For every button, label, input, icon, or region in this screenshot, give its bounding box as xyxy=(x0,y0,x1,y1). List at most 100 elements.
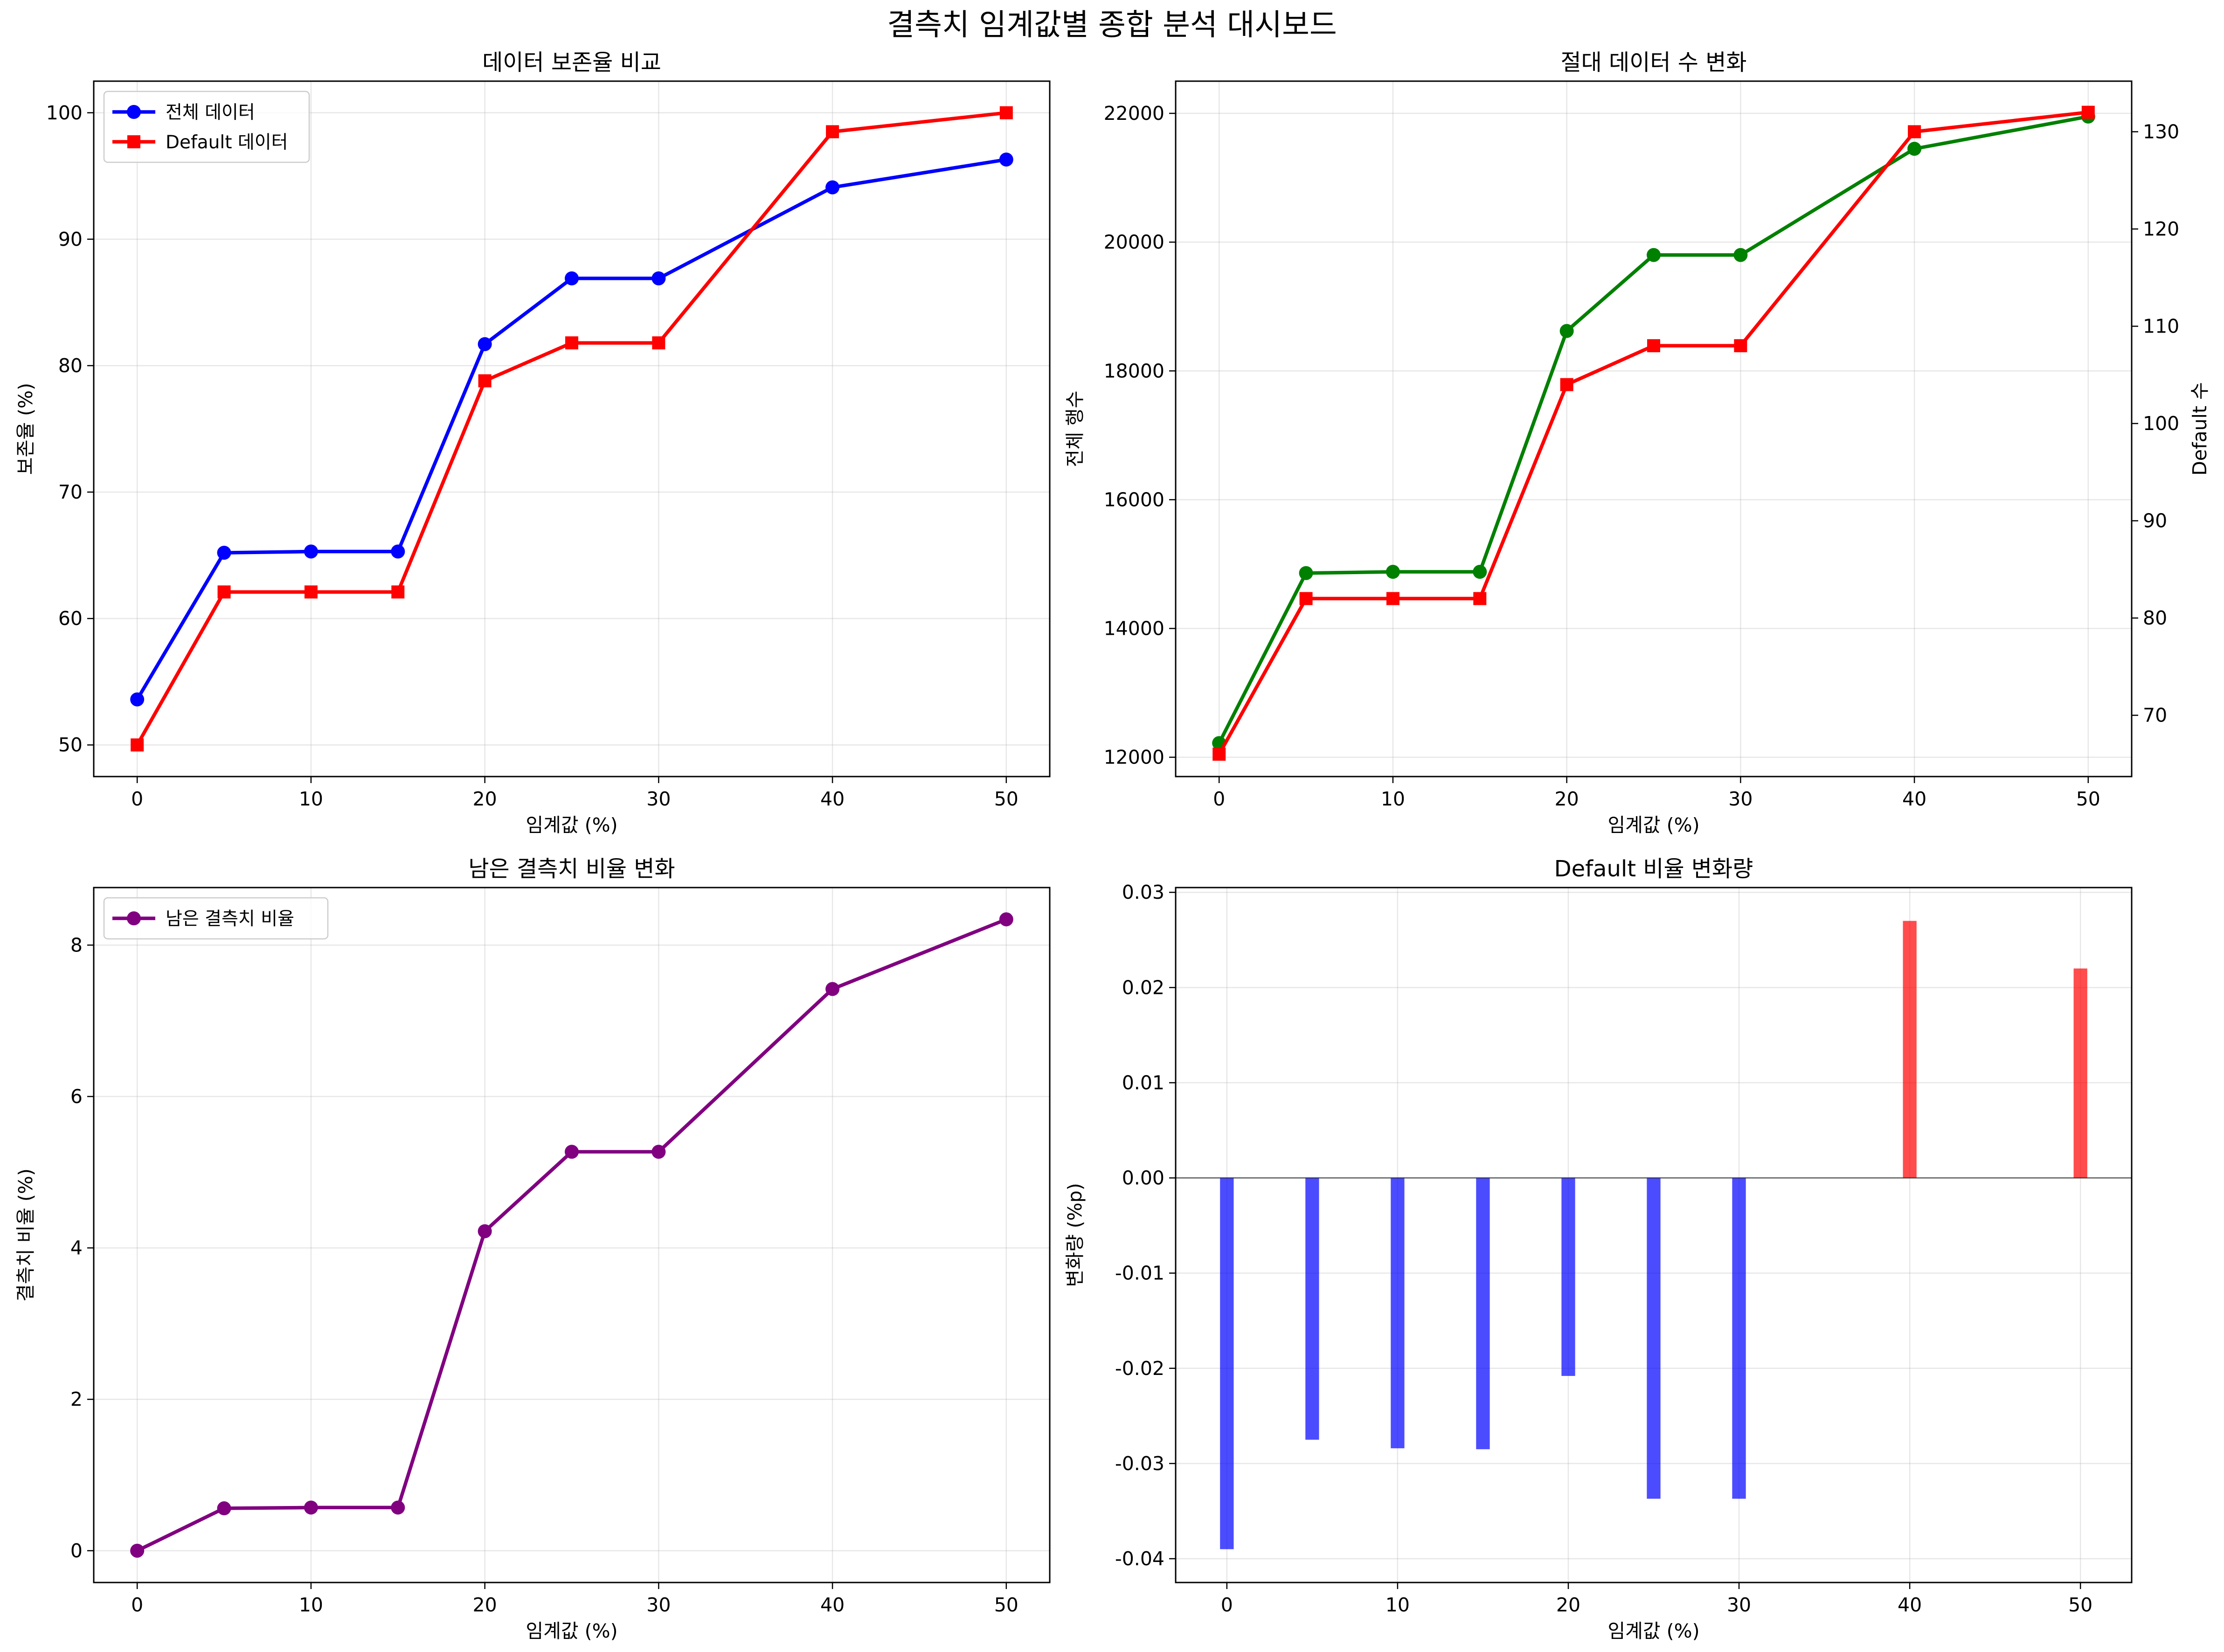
data-point xyxy=(391,1500,405,1515)
plot-area xyxy=(94,81,1050,777)
x-tick-label: 20 xyxy=(1556,1594,1580,1616)
x-tick-label: 30 xyxy=(646,1594,671,1616)
bar xyxy=(1476,1178,1490,1450)
data-point xyxy=(217,546,231,560)
y-tick-label: -0.02 xyxy=(1115,1357,1164,1380)
y-right-axis-label: Default 수 xyxy=(2189,382,2211,476)
data-point xyxy=(130,692,145,707)
y-axis-label: 결측치 비율 (%) xyxy=(14,1168,37,1302)
data-point xyxy=(1908,125,1921,139)
y-right-tick-label: 90 xyxy=(2143,510,2167,532)
data-point xyxy=(999,106,1013,119)
legend-box xyxy=(103,897,329,940)
x-tick-label: 40 xyxy=(820,788,845,810)
x-tick-label: 50 xyxy=(2076,788,2100,810)
data-point xyxy=(999,912,1013,927)
x-tick-label: 10 xyxy=(1381,788,1405,810)
data-point xyxy=(999,153,1013,167)
x-axis-label: 임계값 (%) xyxy=(1607,1620,1699,1642)
data-point xyxy=(1386,564,1400,579)
figure-title: 결측치 임계값별 종합 분석 대시보드 xyxy=(887,8,1337,42)
y-right-tick-label: 80 xyxy=(2143,607,2167,629)
x-tick-label: 30 xyxy=(1727,1594,1751,1616)
legend-marker xyxy=(127,105,141,119)
plot-frame xyxy=(93,80,1051,777)
y-right-tick-label: 110 xyxy=(2143,315,2179,337)
default-change-chart: 0 10 20 30 40 50 -0.04 -0.03 -0.02 -0.01 0.00 0.01 0… xyxy=(1064,856,2133,1642)
y-tick-label: 20000 xyxy=(1104,231,1164,253)
data-point xyxy=(1647,339,1660,353)
x-tick-label: 40 xyxy=(1898,1594,1922,1616)
y-tick-label: 2 xyxy=(70,1388,83,1410)
data-point xyxy=(478,374,492,388)
data-point xyxy=(1559,324,1574,338)
y-tick-label: 8 xyxy=(70,934,83,956)
bar xyxy=(2073,968,2087,1178)
x-tick-label: 0 xyxy=(131,1594,143,1616)
data-point xyxy=(651,1145,666,1159)
bar xyxy=(1903,921,1917,1178)
data-point xyxy=(478,337,492,351)
bar xyxy=(1732,1178,1746,1499)
data-point xyxy=(1560,378,1573,391)
y-tick-label: 6 xyxy=(70,1085,83,1108)
y-tick-label: 100 xyxy=(46,102,83,124)
data-point xyxy=(1734,339,1747,353)
y-tick-label: 14000 xyxy=(1104,617,1164,639)
data-point xyxy=(217,585,231,599)
y-right-tick-label: 100 xyxy=(2143,412,2179,435)
y-tick-label: 16000 xyxy=(1104,488,1164,511)
x-axis-label: 임계값 (%) xyxy=(526,1620,617,1642)
legend-marker xyxy=(127,911,141,925)
y-right-tick-label: 70 xyxy=(2143,704,2167,727)
data-point xyxy=(1473,564,1487,579)
legend-label: 전체 데이터 xyxy=(166,102,255,123)
x-tick-label: 10 xyxy=(1386,1594,1410,1616)
y-tick-label: 18000 xyxy=(1104,360,1164,382)
x-tick-label: 50 xyxy=(994,788,1018,810)
x-tick-label: 20 xyxy=(473,788,497,810)
data-point xyxy=(1907,141,1922,156)
data-point xyxy=(825,180,840,194)
y-tick-label: 70 xyxy=(58,481,83,503)
y-tick-label: 0 xyxy=(70,1540,83,1562)
data-point xyxy=(825,982,840,996)
data-point xyxy=(304,585,318,599)
x-tick-label: 0 xyxy=(1213,788,1225,810)
x-tick-label: 30 xyxy=(646,788,671,810)
counts-chart: 0 10 20 30 40 50 12000 14000 16000 18000 20000 2200… xyxy=(1064,49,2211,836)
y-right-tick-label: 130 xyxy=(2143,120,2179,143)
data-point xyxy=(565,336,578,350)
x-tick-label: 20 xyxy=(1555,788,1579,810)
y-tick-label: 0.01 xyxy=(1122,1071,1164,1094)
y-axis-label: 보존율 (%) xyxy=(14,383,37,475)
x-tick-label: 40 xyxy=(820,1594,845,1616)
data-point xyxy=(652,336,665,350)
x-tick-label: 30 xyxy=(1728,788,1753,810)
legend-box xyxy=(103,90,310,163)
data-point xyxy=(217,1501,231,1515)
y-tick-label: 0.02 xyxy=(1122,976,1164,999)
data-point xyxy=(1473,592,1487,605)
bar xyxy=(1220,1178,1234,1549)
plot-frame xyxy=(1175,887,2133,1583)
data-point xyxy=(1733,248,1748,262)
data-point xyxy=(478,1224,492,1238)
data-point xyxy=(1647,248,1661,262)
x-tick-label: 0 xyxy=(1221,1594,1233,1616)
x-tick-label: 40 xyxy=(1902,788,1926,810)
plot-frame xyxy=(93,887,1051,1583)
plot-area xyxy=(1176,81,2132,777)
data-point xyxy=(304,1500,318,1515)
plot-frame xyxy=(1175,80,2133,777)
legend-label: 남은 결측치 비율 xyxy=(166,909,294,930)
y-right-tick-label: 120 xyxy=(2143,218,2179,240)
data-point xyxy=(131,738,144,752)
plot-area xyxy=(94,888,1050,1583)
bar xyxy=(1647,1178,1661,1499)
y-tick-label: 0.00 xyxy=(1122,1167,1164,1189)
chart-title: 절대 데이터 수 변화 xyxy=(1560,49,1746,76)
y-tick-label: 22000 xyxy=(1104,102,1164,125)
x-tick-label: 10 xyxy=(299,788,323,810)
